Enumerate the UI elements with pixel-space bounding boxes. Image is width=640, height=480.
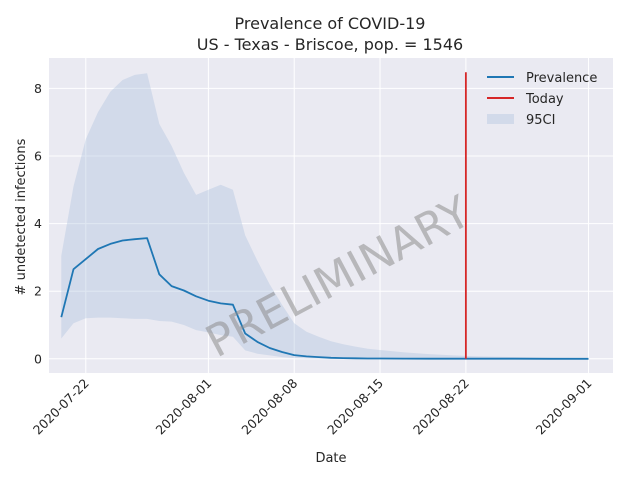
chart-subtitle: US - Texas - Briscoe, pop. = 1546 bbox=[197, 35, 463, 54]
y-tick-label: 8 bbox=[34, 81, 42, 96]
x-tick-label: 2020-09-01 bbox=[533, 376, 595, 438]
chart-title: Prevalence of COVID-19 bbox=[235, 14, 426, 33]
x-tick-label: 2020-08-01 bbox=[153, 376, 215, 438]
y-axis-label: # undetected infections bbox=[14, 138, 29, 295]
x-tick-label: 2020-08-15 bbox=[324, 376, 386, 438]
y-tick-label: 4 bbox=[34, 216, 42, 231]
x-tick-labels: 2020-07-22 2020-08-01 2020-08-08 2020-08-15… bbox=[30, 375, 595, 437]
y-tick-label: 6 bbox=[34, 149, 42, 164]
x-tick-label: 2020-08-22 bbox=[410, 376, 472, 438]
ci-band bbox=[61, 73, 589, 359]
ci-band-layer bbox=[61, 73, 589, 359]
legend-ci-label: 95CI bbox=[526, 113, 555, 128]
series-layer bbox=[60, 72, 589, 360]
x-tick-label: 2020-07-22 bbox=[30, 376, 92, 438]
y-tick-label: 2 bbox=[34, 284, 42, 299]
legend-today-label: Today bbox=[525, 92, 564, 107]
legend-ci-swatch bbox=[487, 114, 514, 124]
x-axis-label: Date bbox=[315, 451, 346, 466]
prevalence-line bbox=[60, 237, 589, 360]
legend-prevalence-label: Prevalence bbox=[526, 71, 597, 86]
y-tick-labels: 0 2 4 6 8 bbox=[34, 81, 42, 366]
y-tick-label: 0 bbox=[34, 351, 42, 366]
legend: Prevalence Today 95CI bbox=[487, 71, 597, 128]
plot-area bbox=[49, 58, 613, 373]
x-tick-label: 2020-08-08 bbox=[238, 375, 300, 437]
